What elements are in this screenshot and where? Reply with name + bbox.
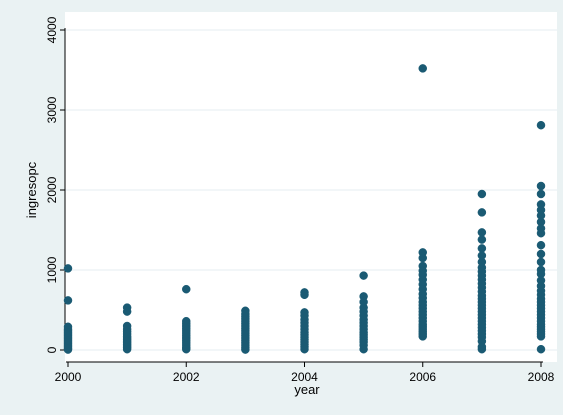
data-point: [477, 235, 487, 244]
x-tick-label: 2008: [528, 370, 555, 384]
data-point: [359, 344, 368, 354]
data-point: [477, 344, 487, 354]
data-point: [63, 264, 73, 273]
x-tick-label: 2006: [409, 370, 436, 384]
data-point: [122, 344, 132, 354]
data-point: [536, 249, 546, 259]
data-point: [477, 228, 487, 237]
data-point: [536, 240, 546, 250]
data-point: [418, 64, 427, 73]
data-point: [122, 307, 132, 316]
data-point: [536, 332, 546, 341]
data-point: [182, 344, 191, 354]
y-tick-label: 3000: [45, 96, 59, 123]
x-tick-label: 2004: [291, 370, 318, 384]
data-point: [536, 120, 546, 130]
y-tick-label: 0: [45, 346, 59, 353]
data-point: [300, 344, 309, 354]
y-tick-label: 2000: [45, 176, 59, 203]
data-point: [418, 332, 427, 341]
data-point: [477, 189, 487, 199]
axes: 0 1000 2000 3000 4000 2000 2002 2004 2006 2008: [45, 16, 555, 384]
x-tick-label: 2002: [173, 370, 200, 384]
data-point: [418, 253, 427, 263]
data-point: [477, 244, 487, 253]
y-tick-label: 4000: [45, 16, 59, 43]
data-point: [536, 181, 546, 191]
y-tick-label: 1000: [45, 256, 59, 283]
data-point: [359, 271, 368, 280]
x-axis-title: year: [294, 382, 320, 397]
x-tick-label: 2000: [55, 370, 82, 384]
plot-area: [65, 12, 557, 362]
grid-lines: [65, 29, 557, 351]
y-axis-title: ingresopc: [24, 161, 39, 218]
data-point: [182, 284, 191, 294]
data-points: [63, 64, 546, 354]
data-point: [536, 344, 546, 354]
data-point: [241, 345, 250, 354]
data-point: [63, 345, 73, 354]
data-point: [536, 189, 546, 199]
data-point: [536, 228, 546, 238]
data-point: [536, 257, 546, 267]
data-point: [63, 296, 73, 305]
data-point: [477, 208, 487, 217]
data-point: [300, 290, 309, 300]
